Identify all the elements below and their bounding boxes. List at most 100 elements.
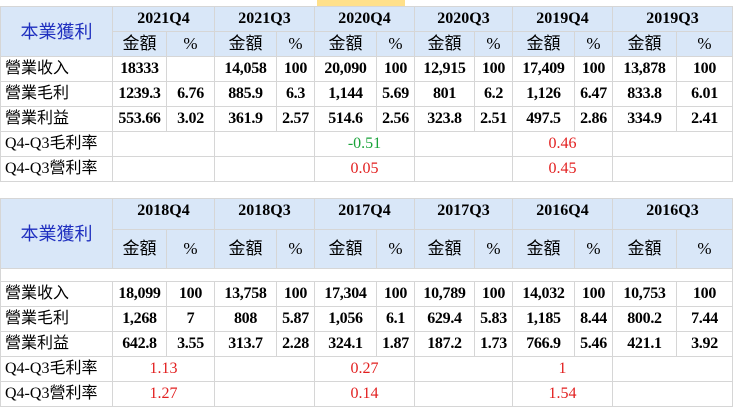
amount-cell[interactable]: 766.9 [512,331,575,357]
amount-cell[interactable]: 421.1 [612,331,677,357]
diff-cell[interactable]: -0.51 [314,131,415,157]
amount-cell[interactable]: 1,268 [112,306,167,332]
amount-cell[interactable]: 1,144 [314,81,377,107]
percent-cell[interactable]: 100 [474,56,513,82]
percent-cell[interactable]: 100 [376,56,415,82]
percent-cell[interactable]: 2.57 [276,106,315,132]
percent-cell[interactable]: 6.01 [676,81,733,107]
percent-cell[interactable]: 3.02 [166,106,215,132]
percent-cell[interactable]: 2.56 [376,106,415,132]
amount-cell[interactable]: 1,185 [512,306,575,332]
diff-cell[interactable]: 1.54 [512,381,613,407]
amount-cell[interactable]: 833.8 [612,81,677,107]
diff-cell[interactable]: 0.27 [314,356,415,382]
percent-cell[interactable]: 100 [276,281,315,307]
diff-cell[interactable] [214,156,315,182]
amount-cell[interactable]: 800.2 [612,306,677,332]
diff-cell[interactable] [214,356,315,382]
percent-cell[interactable]: 2.51 [474,106,513,132]
amount-cell[interactable]: 629.4 [414,306,475,332]
amount-cell[interactable]: 187.2 [414,331,475,357]
diff-cell[interactable] [214,131,315,157]
diff-cell[interactable]: 1 [512,356,613,382]
diff-cell[interactable] [214,381,315,407]
amount-cell[interactable]: 885.9 [214,81,277,107]
amount-cell[interactable]: 324.1 [314,331,377,357]
amount-cell[interactable]: 1239.3 [112,81,167,107]
amount-cell[interactable]: 642.8 [112,331,167,357]
percent-cell[interactable]: 100 [276,56,315,82]
diff-cell[interactable] [414,156,513,182]
percent-cell[interactable]: 100 [676,56,733,82]
percent-cell[interactable]: 3.92 [676,331,733,357]
percent-cell[interactable]: 6.2 [474,81,513,107]
percent-cell[interactable]: 2.86 [574,106,613,132]
amount-cell[interactable]: 801 [414,81,475,107]
amount-cell[interactable]: 1,056 [314,306,377,332]
percent-cell[interactable]: 7 [166,306,215,332]
percent-cell[interactable]: 5.46 [574,331,613,357]
diff-cell[interactable]: 1.27 [112,381,215,407]
amount-cell[interactable]: 313.7 [214,331,277,357]
percent-cell[interactable]: 6.76 [166,81,215,107]
amount-cell[interactable]: 17,409 [512,56,575,82]
percent-cell[interactable]: 6.3 [276,81,315,107]
diff-cell[interactable] [612,356,733,382]
metric-row-operating: 營業利益 553.66 3.02 361.9 2.57 514.6 2.56 323.8 2.5… [0,106,733,132]
amount-cell[interactable]: 20,090 [314,56,377,82]
diff-cell[interactable] [414,381,513,407]
diff-cell[interactable] [612,156,733,182]
diff-cell[interactable] [112,131,215,157]
percent-cell[interactable]: 5.69 [376,81,415,107]
percent-cell[interactable]: 100 [166,281,215,307]
percent-cell[interactable]: 7.44 [676,306,733,332]
percent-cell[interactable]: 100 [676,281,733,307]
amount-cell[interactable]: 497.5 [512,106,575,132]
amount-header: 金額 [112,31,167,57]
amount-cell[interactable]: 361.9 [214,106,277,132]
diff-cell[interactable] [612,381,733,407]
amount-cell[interactable]: 13,758 [214,281,277,307]
diff-cell[interactable] [112,156,215,182]
amount-cell[interactable]: 323.8 [414,106,475,132]
percent-cell[interactable]: 5.83 [474,306,513,332]
amount-cell[interactable]: 334.9 [612,106,677,132]
amount-cell[interactable]: 553.66 [112,106,167,132]
amount-cell[interactable]: 10,789 [414,281,475,307]
amount-cell[interactable]: 10,753 [612,281,677,307]
diff-cell[interactable]: 1.13 [112,356,215,382]
percent-cell[interactable]: 100 [574,56,613,82]
percent-cell[interactable]: 2.41 [676,106,733,132]
percent-cell[interactable] [166,56,215,82]
diff-cell[interactable]: 0.14 [314,381,415,407]
percent-cell[interactable]: 8.44 [574,306,613,332]
percent-cell[interactable]: 3.55 [166,331,215,357]
diff-cell[interactable] [414,131,513,157]
amount-cell[interactable]: 18,099 [112,281,167,307]
amount-cell[interactable]: 1,126 [512,81,575,107]
diff-cell[interactable]: 0.45 [512,156,613,182]
amount-cell[interactable]: 808 [214,306,277,332]
diff-cell[interactable] [612,131,733,157]
percent-cell[interactable]: 100 [474,281,513,307]
amount-cell[interactable]: 14,032 [512,281,575,307]
percent-cell[interactable]: 6.47 [574,81,613,107]
percent-cell[interactable]: 100 [574,281,613,307]
percent-cell[interactable]: 1.87 [376,331,415,357]
diff-cell[interactable]: 0.05 [314,156,415,182]
percent-cell[interactable]: 2.28 [276,331,315,357]
percent-cell[interactable]: 6.1 [376,306,415,332]
diff-cell[interactable] [414,356,513,382]
row-label: 營業利益 [0,106,113,132]
amount-cell[interactable]: 14,058 [214,56,277,82]
percent-cell[interactable]: 1.73 [474,331,513,357]
amount-cell[interactable]: 514.6 [314,106,377,132]
percent-cell[interactable]: 100 [376,281,415,307]
amount-cell[interactable]: 13,878 [612,56,677,82]
amount-cell[interactable]: 17,304 [314,281,377,307]
percent-cell[interactable]: 5.87 [276,306,315,332]
amount-cell[interactable]: 12,915 [414,56,475,82]
diff-cell[interactable]: 0.46 [512,131,613,157]
amount-cell[interactable]: 18333 [112,56,167,82]
profit-table-1: 本業獲利 2021Q4 2021Q3 2020Q4 2020Q3 2019Q4 2019Q3… [0,6,733,182]
